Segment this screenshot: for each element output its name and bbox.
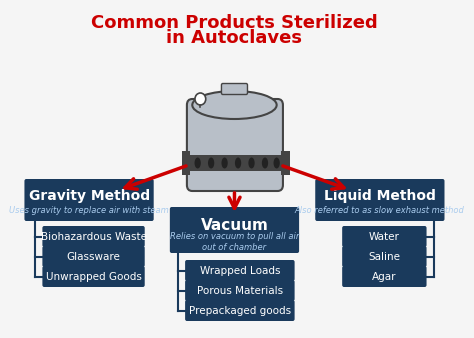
Text: Porous Materials: Porous Materials <box>197 286 283 295</box>
Ellipse shape <box>262 158 268 169</box>
Text: Relies on vacuum to pull all air
out of chamber: Relies on vacuum to pull all air out of … <box>170 232 299 252</box>
Ellipse shape <box>248 158 255 169</box>
Ellipse shape <box>235 158 241 169</box>
Circle shape <box>195 93 206 105</box>
Text: Unwrapped Goods: Unwrapped Goods <box>46 271 142 282</box>
Text: Saline: Saline <box>368 251 401 262</box>
FancyBboxPatch shape <box>187 99 283 191</box>
FancyBboxPatch shape <box>185 280 295 301</box>
Bar <box>182 155 288 171</box>
Bar <box>281 151 290 175</box>
Text: Wrapped Loads: Wrapped Loads <box>200 266 280 275</box>
FancyBboxPatch shape <box>342 226 427 247</box>
Ellipse shape <box>192 91 277 119</box>
Text: Liquid Method: Liquid Method <box>324 189 436 203</box>
Text: Glassware: Glassware <box>67 251 120 262</box>
FancyBboxPatch shape <box>315 179 445 221</box>
Text: Prepackaged goods: Prepackaged goods <box>189 306 291 315</box>
FancyBboxPatch shape <box>42 246 145 267</box>
Text: Biohazardous Waste: Biohazardous Waste <box>41 232 146 241</box>
Text: Gravity Method: Gravity Method <box>28 189 150 203</box>
Ellipse shape <box>208 158 214 169</box>
Ellipse shape <box>221 158 228 169</box>
FancyBboxPatch shape <box>42 266 145 287</box>
FancyBboxPatch shape <box>25 179 154 221</box>
FancyBboxPatch shape <box>221 83 247 95</box>
Text: Also referred to as slow exhaust method: Also referred to as slow exhaust method <box>295 206 465 215</box>
Bar <box>182 151 191 175</box>
FancyBboxPatch shape <box>342 246 427 267</box>
Text: Vacuum: Vacuum <box>201 218 268 233</box>
Text: Water: Water <box>369 232 400 241</box>
Text: Agar: Agar <box>372 271 397 282</box>
FancyBboxPatch shape <box>342 266 427 287</box>
FancyBboxPatch shape <box>170 207 299 253</box>
Text: in Autoclaves: in Autoclaves <box>166 29 302 47</box>
FancyBboxPatch shape <box>42 226 145 247</box>
FancyBboxPatch shape <box>185 260 295 281</box>
FancyBboxPatch shape <box>185 300 295 321</box>
Ellipse shape <box>194 158 201 169</box>
Text: Uses gravity to replace air with steam: Uses gravity to replace air with steam <box>9 206 169 215</box>
Text: Common Products Sterilized: Common Products Sterilized <box>91 14 378 32</box>
Ellipse shape <box>273 158 280 169</box>
